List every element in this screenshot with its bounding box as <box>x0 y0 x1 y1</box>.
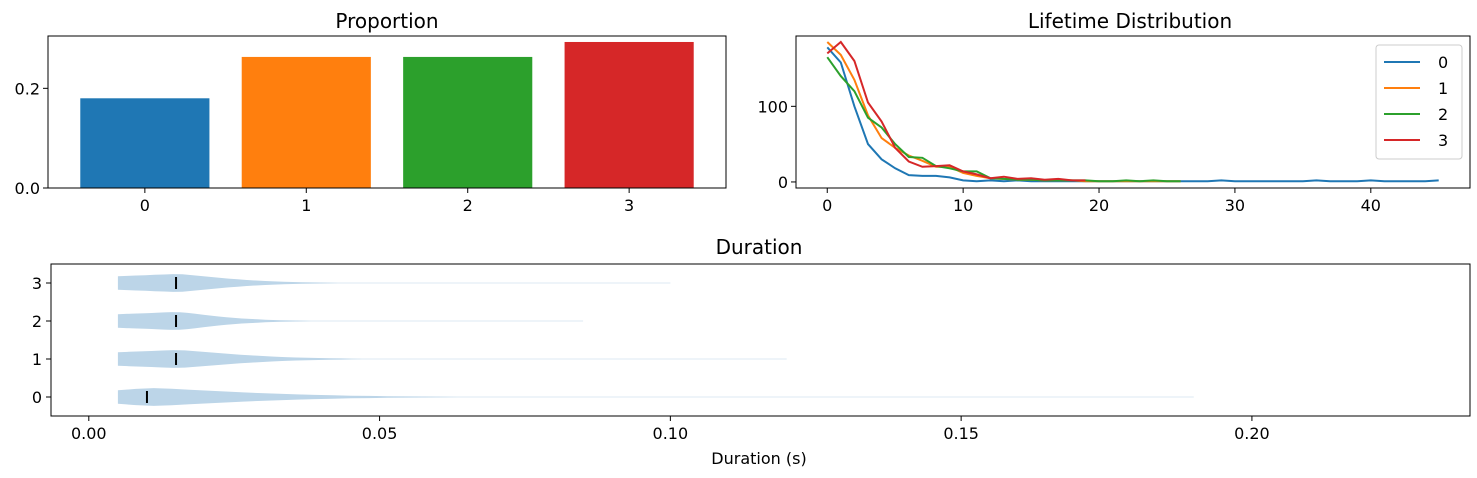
legend-label-1: 1 <box>1438 79 1448 98</box>
x-tick-label: 20 <box>1089 196 1109 215</box>
legend-label-0: 0 <box>1438 53 1448 72</box>
x-tick-label: 30 <box>1225 196 1245 215</box>
y-tick-label: 3 <box>32 274 42 293</box>
series-line-0 <box>826 46 1439 183</box>
proportion-bar-chart: Proportion 0 1 2 3 0.0 0.2 <box>15 9 727 215</box>
series-line-2 <box>826 56 1181 183</box>
x-tick-label: 3 <box>624 196 634 215</box>
x-tick-label: 0 <box>140 196 150 215</box>
x-tick-label: 0.20 <box>1234 424 1270 443</box>
violin-0 <box>117 388 1194 406</box>
y-tick-label: 0.2 <box>15 79 40 98</box>
duration-xlabel: Duration (s) <box>711 449 806 468</box>
proportion-title: Proportion <box>335 9 438 33</box>
bar-1 <box>241 56 371 188</box>
violin-2 <box>117 312 584 330</box>
x-tick-label: 0.05 <box>362 424 398 443</box>
y-tick-label: 100 <box>757 97 788 116</box>
duration-violin-plot: Duration 0 1 2 3 0.00 0.05 0.10 0.15 0.20 Durati… <box>32 235 1471 468</box>
x-tick-label: 0.10 <box>653 424 689 443</box>
violin-1 <box>117 350 787 368</box>
legend-label-2: 2 <box>1438 105 1448 124</box>
bar-2 <box>403 56 533 188</box>
x-tick-label: 0.15 <box>943 424 979 443</box>
duration-axes-frame <box>50 263 1471 417</box>
x-tick-label: 0 <box>822 196 832 215</box>
lifetime-axes-frame <box>795 35 1471 189</box>
x-tick-label: 1 <box>301 196 311 215</box>
series-line-3 <box>826 40 1086 182</box>
y-tick-label: 1 <box>32 350 42 369</box>
x-tick-label: 0.00 <box>71 424 107 443</box>
bar-3 <box>564 41 694 188</box>
lifetime-legend: 0 1 2 3 <box>1375 44 1463 160</box>
duration-title: Duration <box>716 235 803 259</box>
x-tick-label: 40 <box>1361 196 1381 215</box>
y-tick-label: 0.0 <box>15 179 40 198</box>
violin-3 <box>117 274 671 292</box>
x-tick-label: 10 <box>953 196 973 215</box>
x-tick-label: 2 <box>463 196 473 215</box>
bar-0 <box>80 98 210 188</box>
legend-label-3: 3 <box>1438 131 1448 150</box>
y-tick-label: 0 <box>778 173 788 192</box>
lifetime-title: Lifetime Distribution <box>1028 9 1232 33</box>
y-tick-label: 2 <box>32 312 42 331</box>
lifetime-line-chart: Lifetime Distribution 0 10 20 30 40 0 100 0 1 2 3 <box>757 9 1471 215</box>
y-tick-label: 0 <box>32 388 42 407</box>
proportion-axes-frame <box>47 35 727 189</box>
series-line-1 <box>826 41 1181 183</box>
legend-box <box>1375 44 1463 160</box>
